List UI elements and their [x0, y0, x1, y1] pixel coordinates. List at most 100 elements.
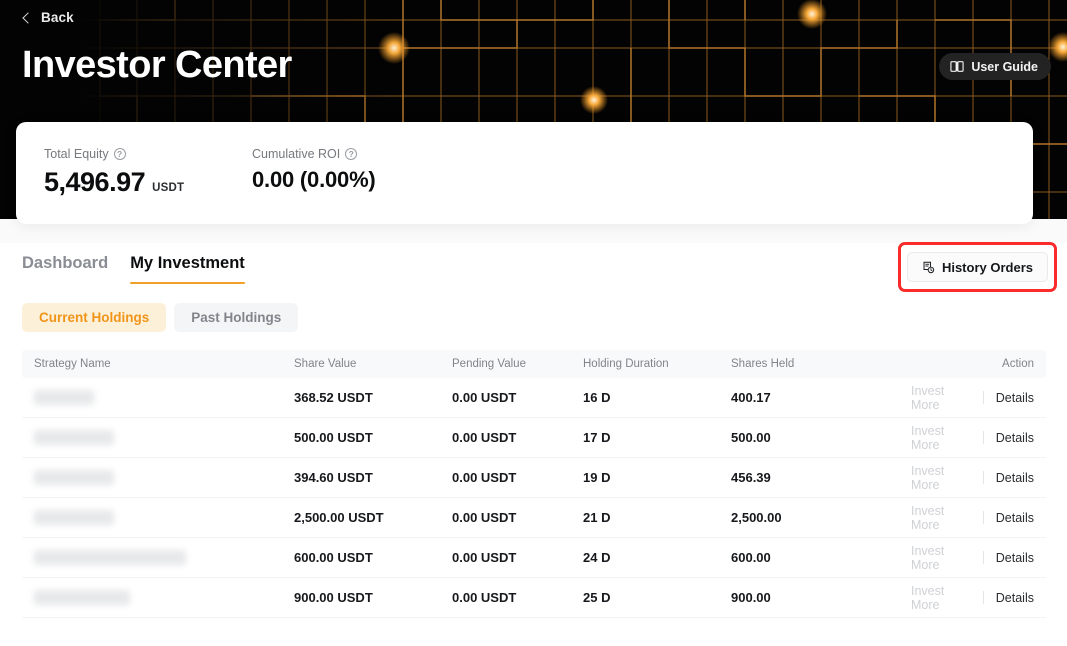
- cell-shares-held: 600.00: [731, 549, 911, 567]
- total-equity-stat: Total Equity ? 5,496.97 USDT: [44, 147, 184, 198]
- total-equity-label: Total Equity: [44, 147, 109, 161]
- cell-holding-duration-value: 21 D: [583, 509, 611, 525]
- cell-strategy-name: [22, 590, 294, 605]
- redacted-strategy-name: [34, 550, 186, 565]
- table-row: 600.00 USDT 0.00 USDT 24 D 600.00 Invest Mor…: [22, 538, 1046, 578]
- cell-share-value: 500.00 USDT: [294, 429, 452, 447]
- back-button[interactable]: Back: [22, 10, 74, 25]
- cumulative-roi-value: 0.00 (0.00%): [252, 167, 376, 192]
- cell-strategy-name: [22, 390, 294, 405]
- tab-current-holdings[interactable]: Current Holdings: [22, 303, 167, 332]
- invest-more-button[interactable]: Invest More: [911, 583, 945, 612]
- total-equity-unit: USDT: [152, 182, 185, 194]
- history-document-icon: [923, 261, 935, 273]
- cell-shares-held-value: 456.39: [731, 469, 771, 485]
- cell-shares-held-value: 2,500.00: [731, 509, 782, 525]
- history-orders-label: History Orders: [941, 259, 1033, 275]
- chevron-left-icon: [22, 11, 34, 24]
- cell-action: Invest More Details: [911, 504, 1046, 532]
- cell-pending-value: 0.00 USDT: [452, 589, 583, 607]
- holdings-filter-tabs: Current Holdings Past Holdings: [22, 303, 299, 332]
- tab-past-holdings[interactable]: Past Holdings: [174, 303, 299, 332]
- table-body: 368.52 USDT 0.00 USDT 16 D 400.17 Invest Mor…: [22, 378, 1046, 618]
- cell-share-value: 600.00 USDT: [294, 549, 452, 567]
- cell-shares-held: 500.00: [731, 429, 911, 447]
- column-header-pending-value: Pending Value: [452, 358, 526, 370]
- cell-holding-duration-value: 17 D: [583, 429, 611, 445]
- cell-shares-held: 2,500.00: [731, 509, 911, 527]
- history-orders-region: History Orders: [897, 242, 1057, 292]
- book-icon: [950, 61, 964, 72]
- cell-holding-duration: 19 D: [583, 469, 731, 487]
- cell-share-value-value: 368.52 USDT: [294, 389, 373, 405]
- tab-my-investment[interactable]: My Investment: [130, 254, 245, 284]
- user-guide-button[interactable]: User Guide: [939, 53, 1051, 80]
- table-row: 2,500.00 USDT 0.00 USDT 21 D 2,500.00 Invest…: [22, 498, 1046, 538]
- user-guide-label: User Guide: [971, 59, 1038, 74]
- cell-holding-duration: 16 D: [583, 389, 731, 407]
- cell-holding-duration: 17 D: [583, 429, 731, 447]
- column-header-share-value: Share Value: [294, 358, 357, 370]
- redacted-strategy-name: [34, 430, 114, 445]
- action-separator: [982, 431, 984, 444]
- details-button[interactable]: Details: [995, 390, 1034, 405]
- total-equity-value: 5,496.97: [44, 167, 146, 197]
- invest-more-button[interactable]: Invest More: [911, 503, 945, 532]
- action-separator: [982, 391, 984, 404]
- redacted-strategy-name: [34, 470, 114, 485]
- question-circle-icon[interactable]: ?: [113, 148, 126, 160]
- cell-share-value-value: 500.00 USDT: [294, 429, 373, 445]
- cell-action: Invest More Details: [911, 584, 1046, 612]
- invest-more-button[interactable]: Invest More: [911, 383, 945, 412]
- cell-share-value: 368.52 USDT: [294, 389, 452, 407]
- cell-pending-value-value: 0.00 USDT: [452, 469, 517, 485]
- primary-tabs: Dashboard My Investment: [22, 254, 245, 284]
- cell-share-value-value: 900.00 USDT: [294, 589, 373, 605]
- cell-shares-held-value: 600.00: [731, 549, 771, 565]
- column-header-holding-duration: Holding Duration: [583, 358, 669, 370]
- cell-pending-value-value: 0.00 USDT: [452, 549, 517, 565]
- cell-holding-duration: 21 D: [583, 509, 731, 527]
- invest-more-button[interactable]: Invest More: [911, 423, 945, 452]
- cumulative-roi-label: Cumulative ROI: [252, 147, 341, 161]
- cell-pending-value-value: 0.00 USDT: [452, 429, 517, 445]
- cell-share-value-value: 600.00 USDT: [294, 549, 373, 565]
- cell-holding-duration-value: 24 D: [583, 549, 611, 565]
- cell-pending-value-value: 0.00 USDT: [452, 389, 517, 405]
- cell-strategy-name: [22, 430, 294, 445]
- history-orders-button[interactable]: History Orders: [906, 252, 1048, 282]
- cell-shares-held-value: 400.17: [731, 389, 771, 405]
- details-button[interactable]: Details: [995, 510, 1034, 525]
- table-row: 394.60 USDT 0.00 USDT 19 D 456.39 Invest Mor…: [22, 458, 1046, 498]
- cell-shares-held: 400.17: [731, 389, 911, 407]
- action-separator: [982, 511, 984, 524]
- cell-holding-duration: 24 D: [583, 549, 731, 567]
- holdings-table: Strategy Name Share Value Pending Value …: [22, 350, 1046, 618]
- cumulative-roi-stat: Cumulative ROI ? 0.00 (0.00%): [252, 147, 376, 193]
- cell-share-value-value: 2,500.00 USDT: [294, 509, 384, 525]
- cumulative-roi-label-row: Cumulative ROI ?: [252, 147, 376, 161]
- cell-shares-held-value: 500.00: [731, 429, 771, 445]
- redacted-strategy-name: [34, 390, 94, 405]
- invest-more-button[interactable]: Invest More: [911, 463, 945, 492]
- column-header-strategy-name: Strategy Name: [34, 358, 111, 370]
- details-button[interactable]: Details: [995, 470, 1034, 485]
- action-separator: [982, 591, 984, 604]
- total-equity-value-row: 5,496.97 USDT: [44, 167, 184, 198]
- tab-dashboard[interactable]: Dashboard: [22, 254, 109, 272]
- cell-pending-value: 0.00 USDT: [452, 509, 583, 527]
- cell-pending-value: 0.00 USDT: [452, 549, 583, 567]
- invest-more-button[interactable]: Invest More: [911, 543, 945, 572]
- action-separator: [982, 471, 984, 484]
- details-button[interactable]: Details: [995, 550, 1034, 565]
- cell-shares-held: 456.39: [731, 469, 911, 487]
- details-button[interactable]: Details: [995, 590, 1034, 605]
- cell-shares-held: 900.00: [731, 589, 911, 607]
- cell-strategy-name: [22, 510, 294, 525]
- question-circle-icon[interactable]: ?: [345, 148, 358, 160]
- total-equity-label-row: Total Equity ?: [44, 147, 184, 161]
- cell-pending-value: 0.00 USDT: [452, 469, 583, 487]
- page-title: Investor Center: [22, 44, 292, 86]
- details-button[interactable]: Details: [995, 430, 1034, 445]
